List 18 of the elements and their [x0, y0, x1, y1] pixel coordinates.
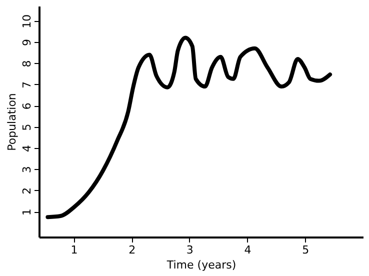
y-tick-label: 7 — [20, 81, 34, 88]
y-tick-label: 9 — [20, 39, 34, 46]
y-tick-label: 10 — [20, 14, 34, 28]
x-axis-title: Time (years) — [166, 258, 236, 272]
y-axis-title: Population — [6, 93, 18, 151]
x-tick-label: 2 — [128, 244, 136, 256]
y-tick-label: 4 — [20, 144, 34, 152]
y-tick-label: 3 — [20, 166, 34, 174]
x-tick-label: 5 — [302, 244, 310, 256]
x-tick-label: 4 — [244, 244, 252, 256]
y-tick-label: 8 — [20, 60, 34, 68]
y-tick-label: 1 — [20, 208, 34, 216]
y-tick-label: 5 — [20, 124, 34, 131]
y-tick-label: 6 — [20, 102, 34, 110]
y-tick-label: 2 — [20, 187, 34, 194]
x-tick-label: 1 — [70, 244, 78, 256]
x-tick-label: 3 — [186, 244, 194, 256]
line-series — [46, 36, 332, 220]
